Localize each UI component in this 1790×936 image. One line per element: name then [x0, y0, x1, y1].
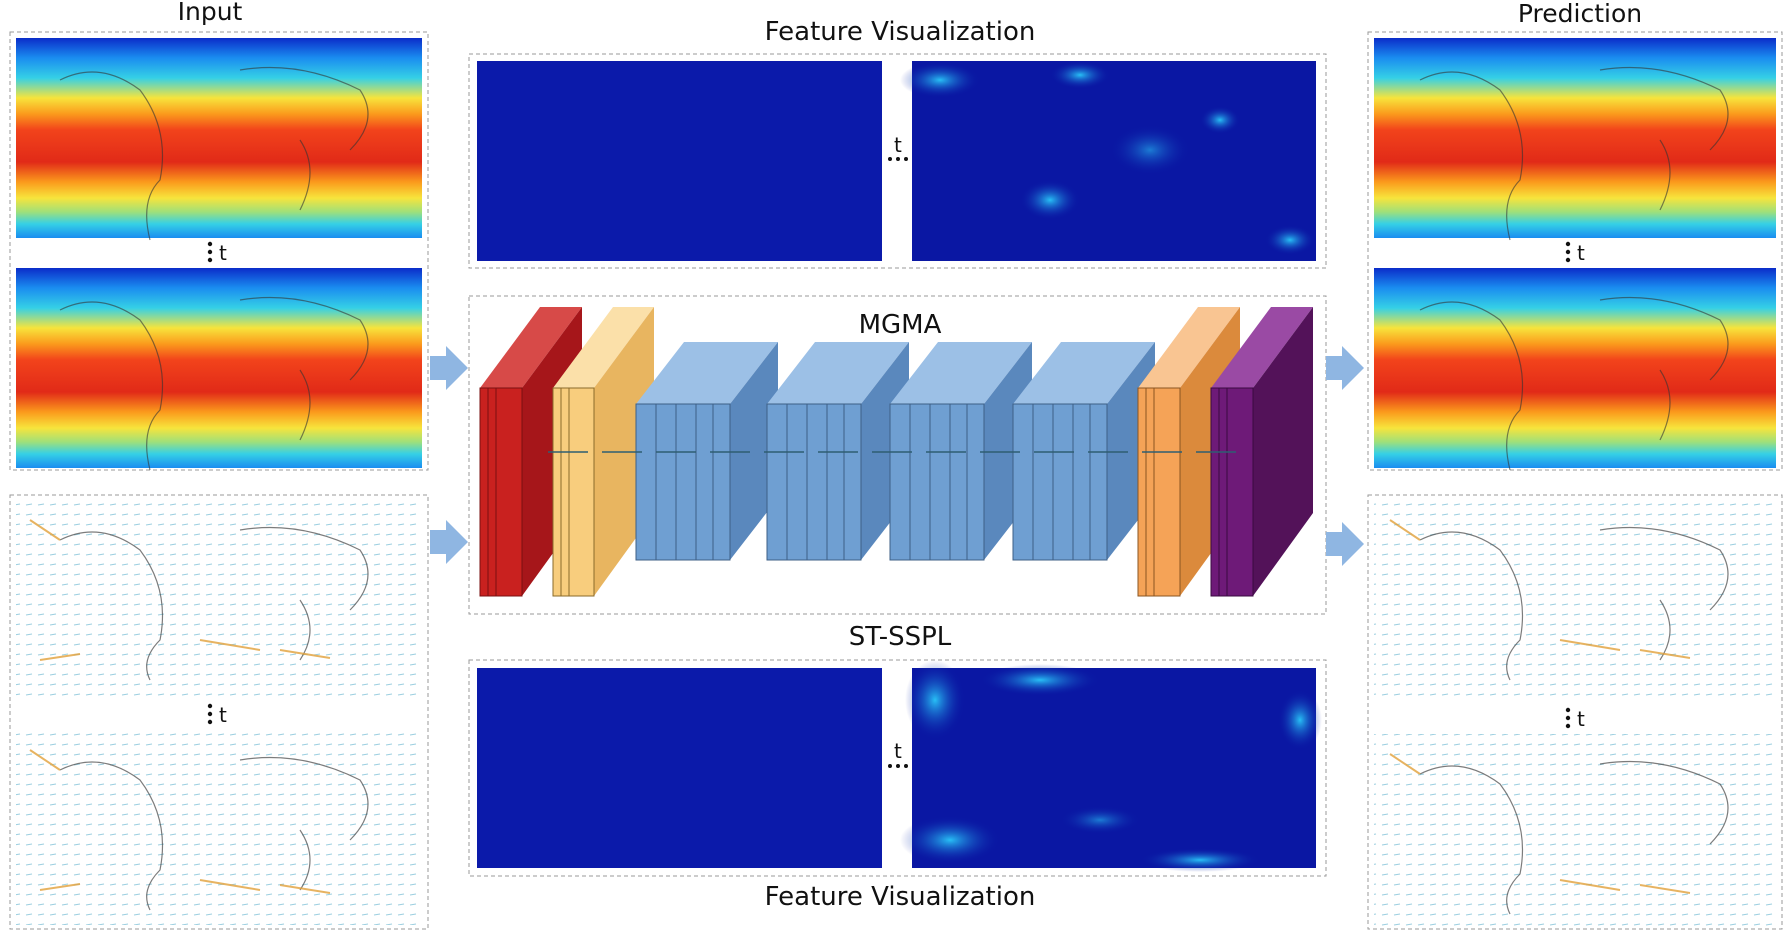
feature-bottom-time-marker: t: [894, 739, 902, 763]
mgma-network-panel: MGMA: [468, 295, 1327, 615]
layer-block-purple: [1210, 307, 1313, 597]
right-arrow-icon: [430, 346, 468, 390]
input-title: Input: [178, 0, 243, 26]
prediction-temperature-map-1: [1374, 38, 1776, 238]
feature-visualization-bottom-panel: t: [468, 659, 1327, 877]
horizontal-ellipsis-icon: [888, 157, 908, 161]
right-arrow-icon: [430, 520, 468, 564]
feature-visualization-top-panel: t: [468, 53, 1327, 269]
prediction-wind-map-2: [1374, 734, 1776, 926]
vertical-ellipsis-icon: [1565, 241, 1571, 263]
input-wind-panel: t: [9, 494, 429, 930]
horizontal-ellipsis-icon: [888, 764, 908, 768]
prediction-wind-panel: t: [1367, 494, 1783, 930]
feature-map-bottom-1: [477, 668, 882, 868]
st-sspl-title: ST-SSPL: [849, 622, 952, 652]
prediction-wind-time-marker: t: [1577, 707, 1585, 731]
feature-top-time-marker: t: [894, 133, 902, 157]
prediction-temperature-map-2: [1374, 268, 1776, 468]
feature-map-top-1: [477, 61, 882, 261]
input-temperature-map-2: [16, 268, 422, 468]
input-wind-time-marker: t: [219, 703, 227, 727]
mgma-title: MGMA: [859, 310, 942, 340]
vertical-ellipsis-icon: [1565, 707, 1571, 729]
right-arrow-icon: [1326, 522, 1364, 566]
feature-visualization-top-title: Feature Visualization: [765, 17, 1036, 47]
feature-visualization-bottom-title: Feature Visualization: [765, 882, 1036, 912]
prediction-wind-map-1: [1374, 502, 1776, 697]
vertical-ellipsis-icon: [207, 703, 213, 725]
vertical-ellipsis-icon: [207, 241, 213, 263]
layer-block-blue-1: [635, 342, 778, 561]
input-temperature-panel: t: [9, 31, 429, 471]
layer-block-blue-2: [766, 342, 909, 561]
right-arrow-icon: [1326, 346, 1364, 390]
input-wind-map-1: [16, 502, 422, 697]
layer-block-blue-4: [1012, 342, 1155, 561]
feature-map-top-2: [912, 61, 1316, 261]
input-temperature-map-1: [16, 38, 422, 238]
input-temperature-time-marker: t: [219, 241, 227, 265]
prediction-title: Prediction: [1518, 0, 1642, 28]
layer-block-blue-3: [889, 342, 1032, 561]
input-wind-map-2: [16, 730, 422, 925]
prediction-temperature-time-marker: t: [1577, 241, 1585, 265]
prediction-temperature-panel: t: [1367, 31, 1783, 471]
